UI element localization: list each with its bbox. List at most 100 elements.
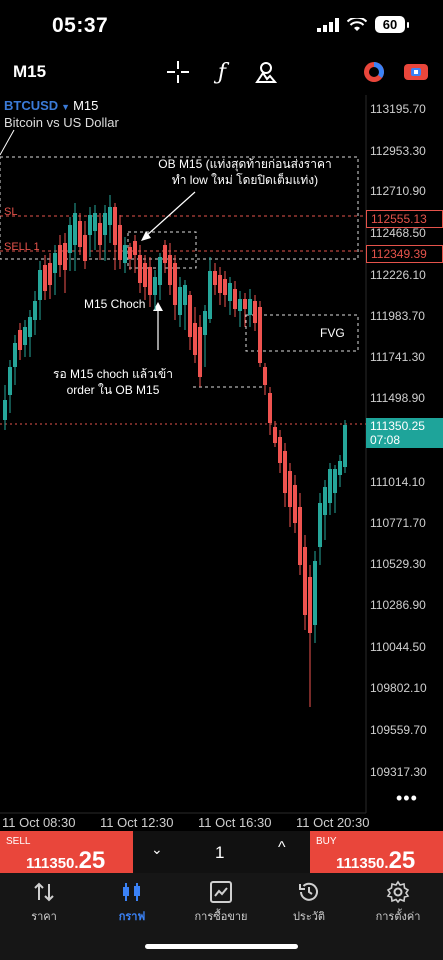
choch-annotation: M15 Choch bbox=[84, 297, 146, 311]
candle-body bbox=[283, 451, 287, 493]
candle-body bbox=[163, 245, 167, 263]
candle-body bbox=[53, 253, 57, 273]
price-label: 111983.70 bbox=[370, 309, 425, 323]
ob-line1: OB M15 (แท่งสุดท้ายก่อนส่งราคา bbox=[158, 157, 332, 171]
candle-body bbox=[278, 437, 282, 463]
candle-body bbox=[338, 461, 342, 475]
buy-price: 111350.25 bbox=[336, 847, 416, 874]
status-time: 05:37 bbox=[52, 14, 109, 37]
chevron-up-icon[interactable]: ^ bbox=[278, 839, 286, 856]
nav-trade[interactable]: การซื้อขาย bbox=[177, 880, 265, 925]
wait-line2: order ใน OB M15 bbox=[66, 383, 160, 397]
quantity-stepper: ⌄ 1 ^ bbox=[133, 831, 310, 873]
candle-body bbox=[143, 263, 147, 287]
candle-body bbox=[228, 283, 232, 301]
nav-chart[interactable]: กราฟ bbox=[88, 880, 176, 925]
candle-body bbox=[43, 265, 47, 291]
signal-icon bbox=[317, 17, 339, 32]
price-chart[interactable] bbox=[0, 95, 443, 830]
candle-body bbox=[148, 267, 152, 295]
price-label: 110286.90 bbox=[370, 598, 426, 612]
candle-body bbox=[153, 277, 157, 295]
battery-tip bbox=[407, 21, 409, 28]
candle-body bbox=[138, 255, 142, 283]
quotes-icon bbox=[34, 882, 54, 902]
candle-body bbox=[313, 561, 317, 625]
sell-button[interactable]: SELL 111350.25 bbox=[0, 831, 133, 874]
sell-price: 111350.25 bbox=[26, 847, 106, 874]
price-label: 112468.50 bbox=[370, 226, 426, 240]
nav-history[interactable]: ประวัติ bbox=[265, 880, 353, 925]
candle-body bbox=[123, 245, 127, 263]
quantity-value[interactable]: 1 bbox=[215, 843, 225, 862]
nav-settings[interactable]: การตั้งค่า bbox=[354, 880, 442, 925]
sl-label: SL bbox=[4, 206, 18, 218]
ob-arrow bbox=[144, 191, 196, 238]
candle-body bbox=[213, 271, 217, 285]
candle-body bbox=[298, 507, 302, 565]
candle-body bbox=[293, 485, 297, 523]
symbol-ticker: BTCUSD bbox=[4, 98, 59, 113]
home-indicator bbox=[145, 944, 298, 949]
shapes-icon[interactable] bbox=[252, 58, 280, 86]
price-label: 112953.30 bbox=[370, 144, 426, 158]
candle-body bbox=[73, 213, 77, 245]
candle-body bbox=[288, 471, 292, 507]
candle-body bbox=[243, 299, 247, 309]
price-label: 110529.30 bbox=[370, 557, 426, 571]
sell-label: SELL bbox=[6, 836, 31, 847]
candle-body bbox=[108, 207, 112, 225]
candle-body bbox=[193, 323, 197, 355]
candle-body bbox=[308, 577, 312, 633]
candles bbox=[3, 195, 347, 707]
current-price: 111350.25 bbox=[370, 419, 425, 433]
candle-body bbox=[203, 311, 207, 335]
chart-icon bbox=[123, 883, 140, 901]
timer-icon[interactable] bbox=[360, 58, 388, 86]
price-label: 110771.70 bbox=[370, 516, 426, 530]
trend-line bbox=[0, 129, 15, 156]
account-toggle-icon[interactable] bbox=[402, 58, 430, 86]
candle-body bbox=[58, 245, 62, 265]
candle-body bbox=[173, 263, 177, 305]
symbol-row[interactable]: BTCUSD ▼ M15 bbox=[4, 98, 98, 113]
candle-body bbox=[328, 469, 332, 503]
candle-body bbox=[68, 225, 72, 253]
battery-icon: 60 bbox=[375, 16, 405, 33]
candle-body bbox=[8, 367, 12, 395]
dropdown-arrow-icon: ▼ bbox=[61, 102, 71, 112]
candle-body bbox=[93, 213, 97, 231]
status-icons: 60 bbox=[317, 16, 409, 33]
buy-button[interactable]: BUY 111350.25 bbox=[310, 831, 443, 874]
candle-body bbox=[168, 255, 172, 285]
candle-body bbox=[198, 327, 202, 377]
candle-countdown: 07:08 bbox=[370, 433, 401, 447]
price-label: 111014.10 bbox=[370, 475, 425, 489]
price-label: 110044.50 bbox=[370, 640, 426, 654]
candle-body bbox=[98, 223, 102, 245]
price-label: 111741.30 bbox=[370, 350, 425, 364]
chevron-down-icon[interactable]: ⌄ bbox=[151, 841, 163, 857]
wait-line1: รอ M15 choch แล้วเข้า bbox=[53, 367, 173, 381]
candle-body bbox=[133, 241, 137, 255]
history-icon bbox=[299, 882, 318, 901]
sl-price-box: 112555.13 bbox=[366, 210, 443, 228]
candle-body bbox=[48, 263, 52, 285]
time-label: 11 Oct 16:30 bbox=[198, 815, 272, 830]
candle-body bbox=[88, 215, 92, 235]
candle-body bbox=[318, 503, 322, 547]
crosshair-icon[interactable] bbox=[164, 58, 192, 86]
candle-body bbox=[63, 243, 67, 270]
time-label: 11 Oct 08:30 bbox=[2, 815, 76, 830]
settings-icon bbox=[386, 880, 410, 904]
candle-body bbox=[253, 301, 257, 323]
ob-zone-box bbox=[0, 156, 359, 260]
buy-label: BUY bbox=[316, 836, 337, 847]
price-label: 111498.90 bbox=[370, 391, 425, 405]
time-label: 11 Oct 20:30 bbox=[296, 815, 370, 830]
more-icon[interactable]: ••• bbox=[396, 788, 418, 808]
nav-quotes[interactable]: ราคา bbox=[0, 880, 88, 925]
function-icon[interactable]: ƒ bbox=[217, 59, 227, 85]
timeframe-button[interactable]: M15 bbox=[13, 62, 47, 81]
nav-label: การตั้งค่า bbox=[375, 911, 421, 923]
